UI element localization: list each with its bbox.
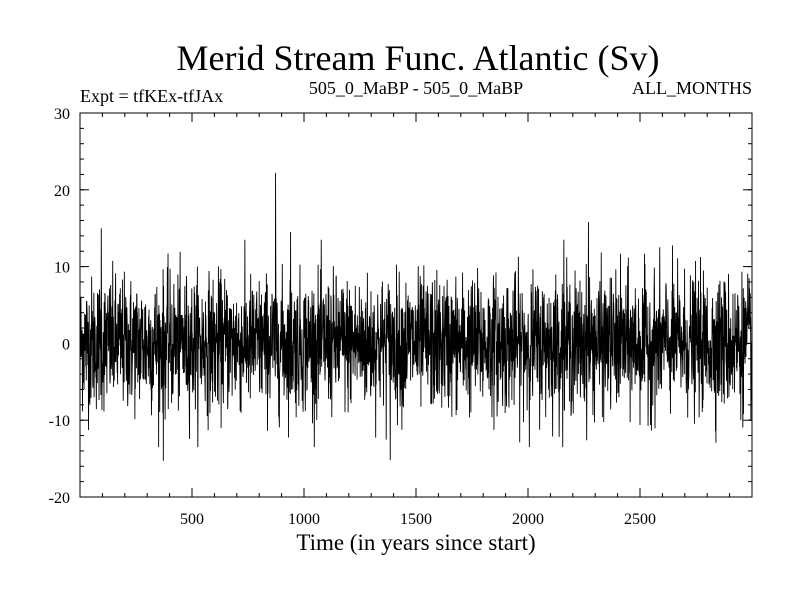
y-tick-label: -10 [49,413,70,430]
axes: 500 1000 1500 2000 2500 -20 -10 0 10 20 30 [49,106,752,528]
experiment-label: Expt = tfKEx-tfJAx [80,86,223,106]
x-tick-label: 2500 [624,511,656,528]
x-tick-label: 1500 [400,511,432,528]
series-line [79,172,753,461]
y-tick-label: 0 [62,336,70,353]
x-tick-label: 1000 [288,511,320,528]
y-tick-label: 20 [54,183,70,200]
x-tick-label: 2000 [512,511,544,528]
y-tick-label: 10 [54,260,70,277]
plot-frame [79,112,753,498]
y-tick-label: -20 [49,490,70,507]
series-line-group [79,172,753,461]
x-axis-label: Time (in years since start) [296,530,535,555]
y-tick-label: 30 [54,106,70,123]
chart-title: Merid Stream Func. Atlantic (Sv) [177,38,660,78]
months-label: ALL_MONTHS [632,78,752,98]
x-tick-label: 500 [180,511,204,528]
period-label: 505_0_MaBP - 505_0_MaBP [309,78,523,98]
